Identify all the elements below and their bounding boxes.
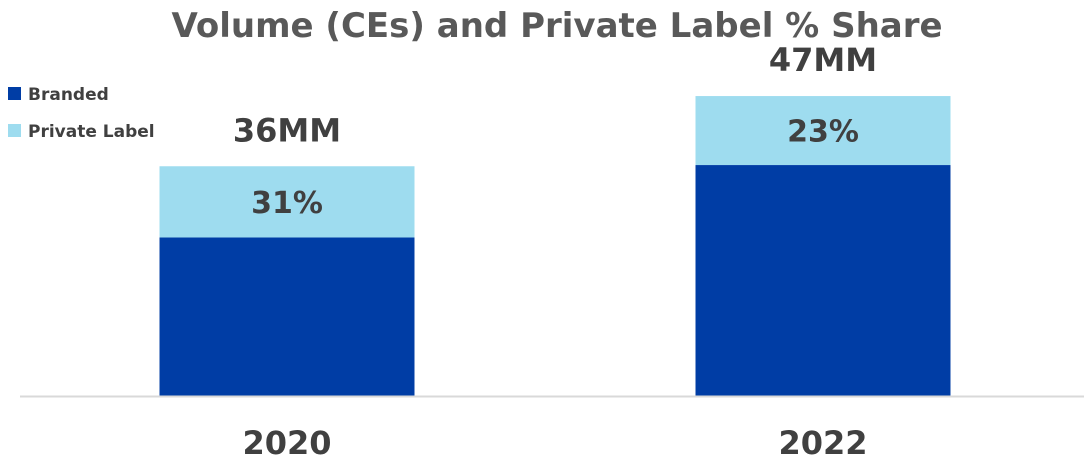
category-labels: 2020 2022 <box>242 424 867 459</box>
category-label-2020: 2020 <box>242 424 331 459</box>
legend-swatch-private-label <box>8 124 21 137</box>
legend: Branded Private Label <box>8 85 155 142</box>
bar-private-label-2022 <box>695 96 951 166</box>
total-label-2020: 36MM <box>233 111 341 149</box>
legend-label-branded: Branded <box>28 85 109 105</box>
legend-swatch-branded <box>8 87 21 100</box>
chart-title: Volume (CEs) and Private Label % Share <box>171 6 942 46</box>
data-labels: 31% 36MM 23% 47MM <box>233 41 877 221</box>
bar-branded-2022 <box>695 165 951 396</box>
share-label-2022: 23% <box>787 115 859 150</box>
bar-private-label-2020 <box>159 166 415 238</box>
category-label-2022: 2022 <box>778 424 867 459</box>
legend-label-private-label: Private Label <box>28 122 155 142</box>
total-label-2022: 47MM <box>769 41 877 79</box>
bar-branded-2020 <box>159 237 415 396</box>
bars <box>159 96 951 396</box>
share-label-2020: 31% <box>251 186 323 221</box>
